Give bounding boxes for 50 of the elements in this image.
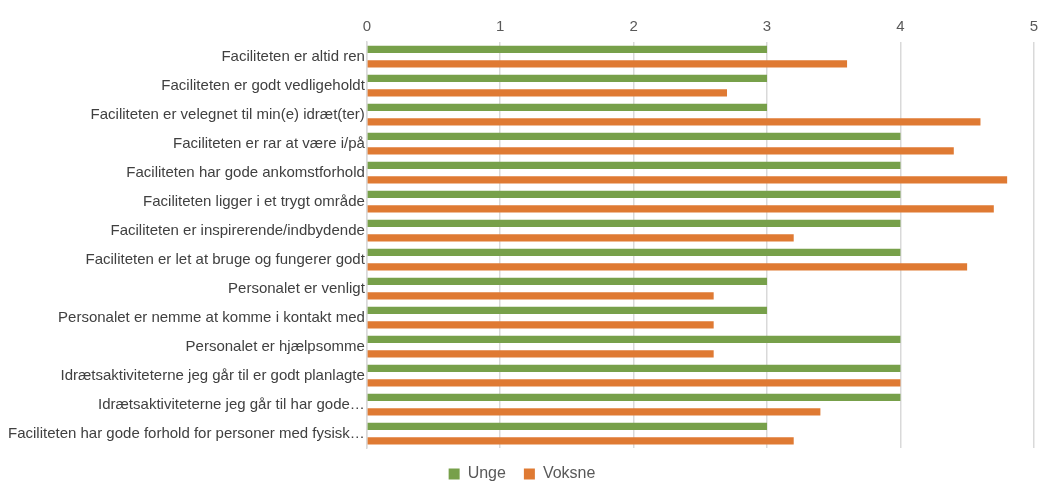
bar	[367, 89, 728, 97]
bar	[367, 219, 901, 227]
y-tick-label: Faciliteten er inspirerende/indbydende	[110, 220, 365, 238]
bar	[367, 321, 714, 329]
y-tick-label: Idrætsaktiviteterne jeg går til er godt planlagte	[60, 365, 365, 383]
bar	[367, 437, 794, 445]
y-tick-label: Personalet er venligt	[228, 278, 366, 296]
bar	[367, 306, 768, 314]
y-tick-label: Faciliteten er rar at være i/på	[173, 133, 366, 151]
bar	[367, 379, 901, 387]
bar	[367, 248, 901, 256]
bar	[367, 205, 994, 213]
y-tick-label: Faciliteten er velegnet til min(e) idræt(ter)	[90, 104, 365, 122]
bar	[367, 45, 768, 53]
bar	[367, 277, 768, 285]
y-tick-label: Faciliteten har gode forhold for personer med fysisk…	[7, 423, 365, 441]
bar	[367, 335, 901, 343]
bar	[367, 60, 848, 68]
bar	[367, 408, 821, 416]
bar	[367, 161, 901, 169]
y-tick-label: Idrætsaktiviteterne jeg går til har gode…	[98, 394, 365, 412]
x-tick-label: 2	[629, 17, 638, 35]
y-tick-label: Faciliteten ligger i et trygt område	[143, 191, 365, 209]
bar	[367, 350, 714, 358]
bar	[367, 118, 981, 126]
legend-label: Unge	[467, 464, 506, 482]
bar	[367, 103, 768, 111]
bar	[367, 147, 954, 155]
x-tick-label: 4	[896, 17, 905, 35]
legend-label: Voksne	[542, 464, 596, 482]
y-tick-label: Personalet er nemme at komme i kontakt med	[58, 307, 365, 325]
bar	[367, 393, 901, 401]
y-tick-label: Faciliteten er altid ren	[221, 46, 365, 64]
bar	[367, 422, 768, 430]
y-tick-label: Faciliteten har gode ankomstforhold	[126, 162, 365, 180]
bar	[367, 190, 901, 198]
y-tick-label: Personalet er hjælpsomme	[185, 336, 365, 354]
bar	[367, 234, 794, 242]
x-tick-label: 3	[762, 17, 772, 35]
x-tick-label: 0	[362, 17, 372, 35]
bar	[367, 74, 768, 82]
x-tick-label: 5	[1029, 17, 1038, 35]
bar	[367, 364, 901, 372]
bar	[367, 263, 968, 271]
y-tick-label: Faciliteten er let at bruge og fungerer godt	[85, 249, 366, 267]
bar	[367, 292, 714, 300]
bar	[367, 176, 1008, 184]
x-tick-label: 1	[496, 17, 505, 35]
y-tick-label: Faciliteten er godt vedligeholdt	[161, 75, 366, 93]
bar	[367, 132, 901, 140]
